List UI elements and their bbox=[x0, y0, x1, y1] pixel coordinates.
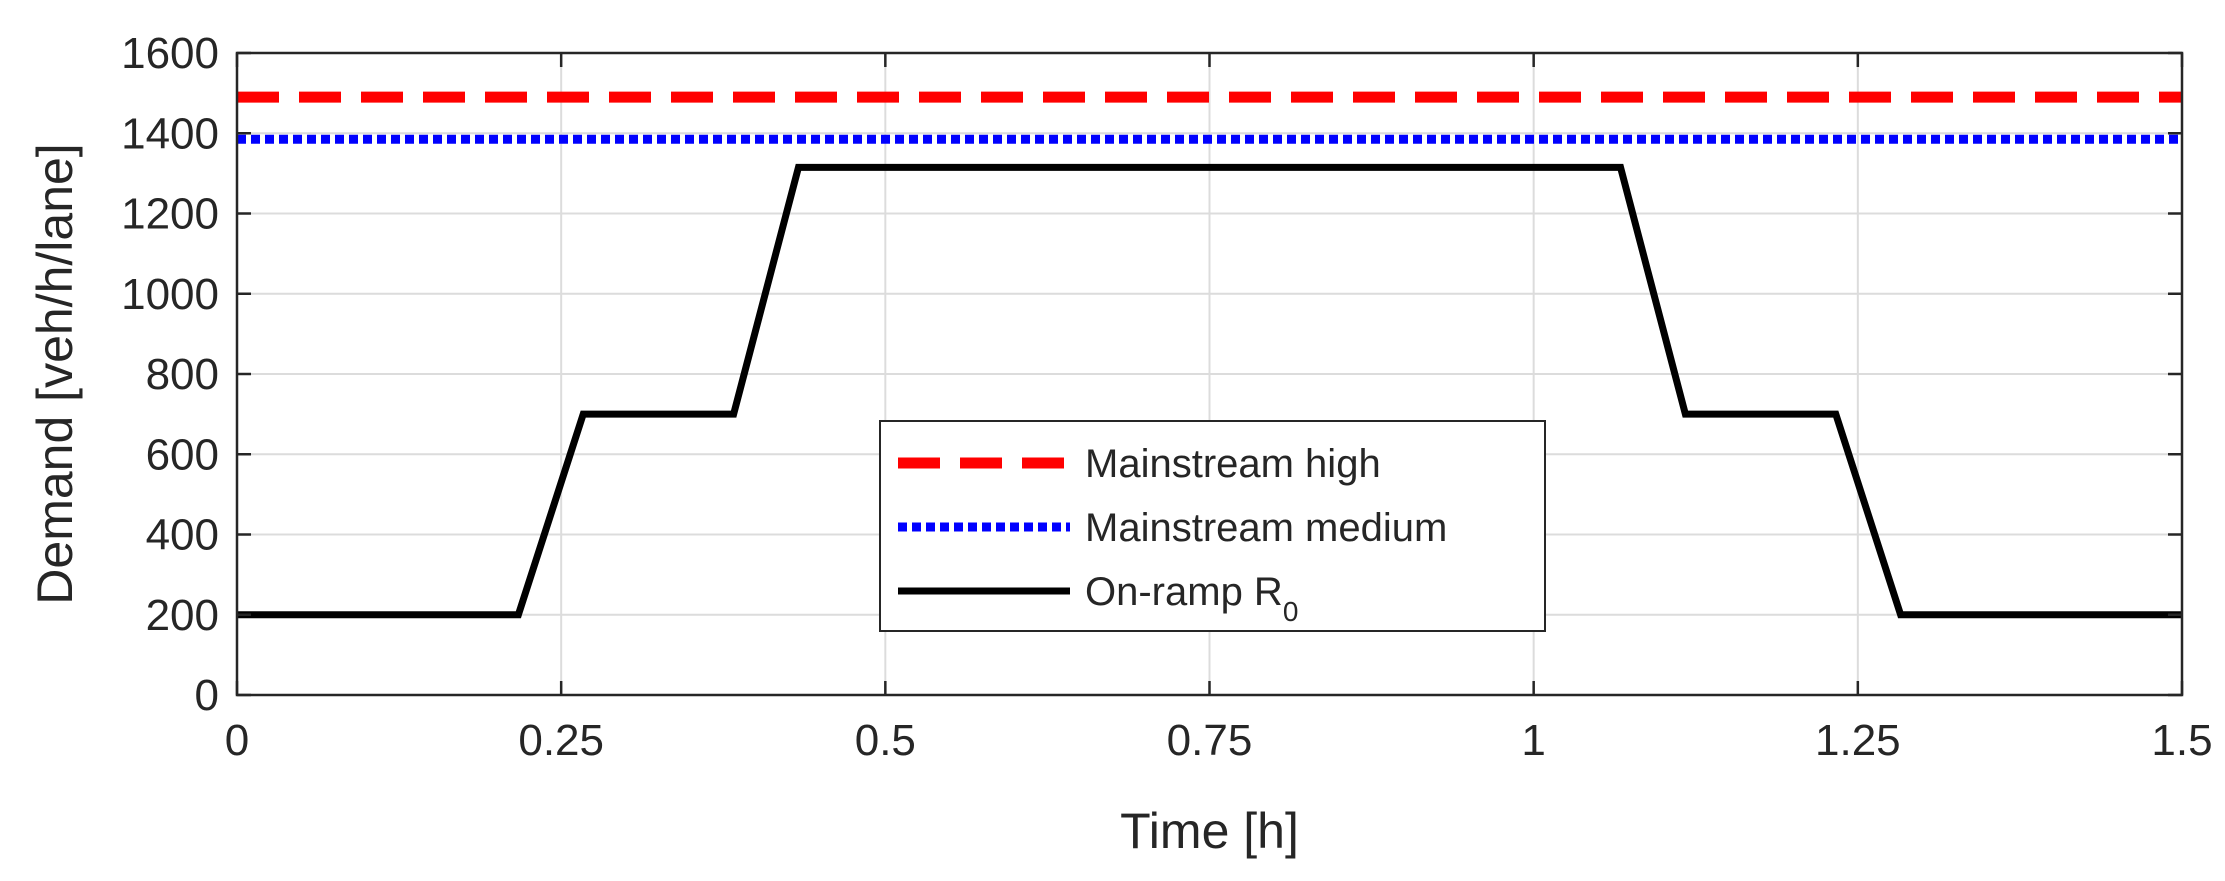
series-layer bbox=[237, 91, 2182, 619]
series-line-on-ramp-r bbox=[237, 163, 2182, 619]
x-tick-label: 1.5 bbox=[2151, 716, 2212, 765]
y-tick-label: 600 bbox=[146, 430, 219, 479]
legend-label: Mainstream high bbox=[1085, 442, 1381, 486]
y-tick-label: 200 bbox=[146, 591, 219, 640]
y-tick-label: 800 bbox=[146, 350, 219, 399]
x-tick-label: 0 bbox=[225, 716, 249, 765]
x-tick-label: 1.25 bbox=[1815, 716, 1901, 765]
y-tick-label: 400 bbox=[146, 511, 219, 560]
x-axis-label: Time [h] bbox=[1120, 803, 1299, 859]
y-axis-label: Demand [veh/h/lane] bbox=[27, 143, 83, 604]
y-tick-label: 1200 bbox=[121, 190, 219, 239]
x-tick-label: 0.5 bbox=[855, 716, 916, 765]
tick-layer: 0 0.25 0.5 0.75 1 1.25 1.5 0 200 400 600 800 1000 120… bbox=[121, 29, 2212, 765]
legend-label: Mainstream medium bbox=[1085, 506, 1447, 550]
legend-label-subscript: 0 bbox=[1283, 596, 1299, 627]
y-tick-label: 1600 bbox=[121, 29, 219, 78]
y-tick-label: 1000 bbox=[121, 270, 219, 319]
y-tick-label: 0 bbox=[195, 671, 219, 720]
x-tick-label: 0.75 bbox=[1167, 716, 1253, 765]
y-tick-label: 1400 bbox=[121, 109, 219, 158]
x-tick-label: 0.25 bbox=[518, 716, 604, 765]
x-tick-label: 1 bbox=[1521, 716, 1545, 765]
